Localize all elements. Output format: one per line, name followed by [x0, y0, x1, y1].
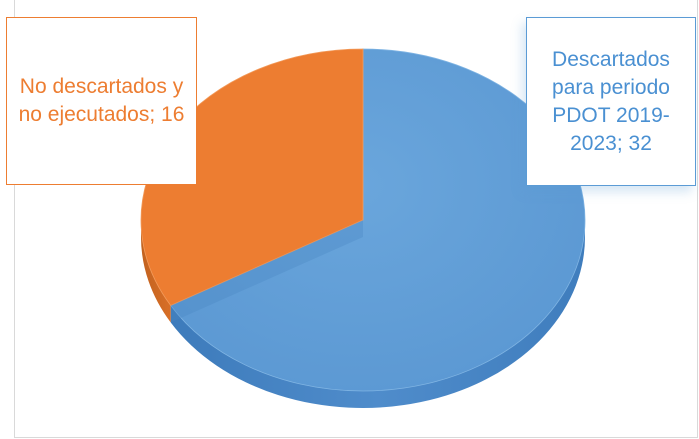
chart-frame: [14, 0, 698, 438]
slice-side-no-descartados: [141, 220, 171, 323]
pie-group: [140, 48, 586, 408]
slice-inner-wall: [170, 220, 363, 323]
data-label-descartados: Descartados para periodo PDOT 2019-2023;…: [526, 17, 696, 186]
slice-descartados: [170, 48, 586, 392]
data-label-no-descartados: No descartados y no ejecutados; 16: [6, 17, 197, 185]
